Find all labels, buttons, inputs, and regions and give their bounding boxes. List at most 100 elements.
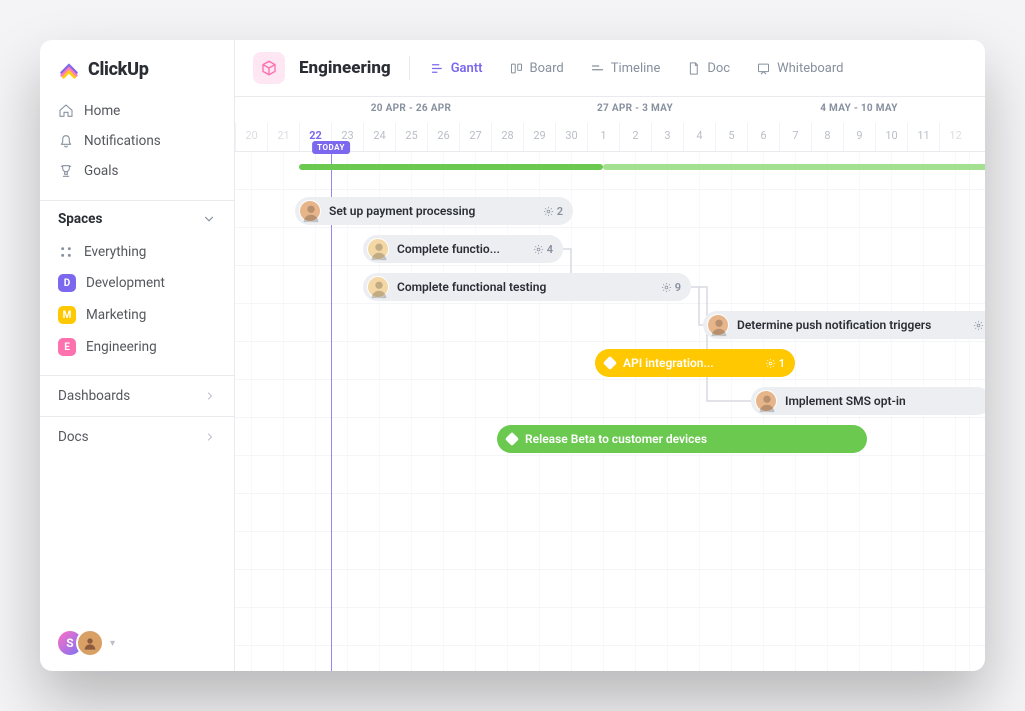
tab-timeline[interactable]: Timeline <box>588 57 663 80</box>
assignee-avatar <box>755 390 777 412</box>
day-cell[interactable]: 21 <box>267 123 299 151</box>
gantt-area[interactable]: Set up payment processing2 Complete funct… <box>235 152 985 671</box>
task-label: Complete functional testing <box>397 280 546 294</box>
week-row: 20 APR - 26 APR27 APR - 3 MAY4 MAY - 10 … <box>235 97 985 123</box>
day-cell[interactable]: 3 <box>651 123 683 151</box>
sidebar-item-notifications[interactable]: Notifications <box>48 126 226 156</box>
day-cell[interactable]: 12 <box>939 123 971 151</box>
task-label: Set up payment processing <box>329 204 475 218</box>
app-window: ClickUp Home Notifications Goals Spaces Ev… <box>40 40 985 671</box>
day-cell[interactable]: 5 <box>715 123 747 151</box>
timeline-icon <box>590 61 605 76</box>
day-cell[interactable]: 29 <box>523 123 555 151</box>
tab-label: Timeline <box>611 61 661 76</box>
day-cell[interactable]: 9 <box>843 123 875 151</box>
gantt-task[interactable]: Determine push notification triggers1 <box>703 311 985 339</box>
today-badge: TODAY <box>312 141 350 154</box>
spaces-header[interactable]: Spaces <box>40 200 234 235</box>
assignee-avatar <box>299 200 321 222</box>
gantt-task[interactable]: Complete functio... 4 <box>363 235 563 263</box>
tab-board[interactable]: Board <box>507 57 566 80</box>
progress-segment <box>603 164 985 170</box>
space-label: Development <box>86 275 165 291</box>
day-cell[interactable]: 27 <box>459 123 491 151</box>
task-subtask-count: 4 <box>525 243 553 256</box>
sidebar-footer: S ▾ <box>40 615 234 671</box>
space-badge: D <box>58 274 76 292</box>
day-cell[interactable]: 2 <box>619 123 651 151</box>
sidebar-item-marketing[interactable]: MMarketing <box>48 299 226 331</box>
trophy-icon <box>58 163 74 179</box>
everything-label: Everything <box>84 244 146 260</box>
main: Engineering GanttBoardTimelineDocWhitebo… <box>235 40 985 671</box>
task-label: Complete functio... <box>397 242 500 256</box>
home-icon <box>58 103 74 119</box>
gantt-task[interactable]: Implement SMS opt-in <box>751 387 985 415</box>
avatar[interactable] <box>76 629 104 657</box>
doc-icon <box>686 61 701 76</box>
tab-label: Doc <box>707 61 730 76</box>
day-cell[interactable]: 28 <box>491 123 523 151</box>
tab-doc[interactable]: Doc <box>684 57 732 80</box>
task-label: Release Beta to customer devices <box>525 432 707 446</box>
day-cell[interactable]: 7 <box>779 123 811 151</box>
day-cell[interactable]: 30 <box>555 123 587 151</box>
chevron-right-icon <box>204 431 216 443</box>
nav-list: Home Notifications Goals <box>40 94 234 200</box>
today-line <box>331 152 332 671</box>
logo-text: ClickUp <box>88 59 149 80</box>
sidebar-item-docs[interactable]: Docs <box>40 416 234 457</box>
day-row: 2021222324252627282930123456789101112TOD… <box>235 123 985 151</box>
gantt-task[interactable]: Complete functional testing 9 <box>363 273 691 301</box>
sidebar-item-home[interactable]: Home <box>48 96 226 126</box>
dashboards-label: Dashboards <box>58 388 130 404</box>
avatar-stack[interactable]: S <box>56 629 104 657</box>
gantt-task[interactable]: API integration... 1 <box>595 349 795 377</box>
day-cell[interactable]: 10 <box>875 123 907 151</box>
day-cell[interactable]: 4 <box>683 123 715 151</box>
topbar: Engineering GanttBoardTimelineDocWhitebo… <box>235 40 985 97</box>
chevron-right-icon <box>204 390 216 402</box>
caret-down-icon[interactable]: ▾ <box>110 638 115 649</box>
sidebar: ClickUp Home Notifications Goals Spaces Ev… <box>40 40 235 671</box>
day-cell[interactable]: 26 <box>427 123 459 151</box>
gantt-task[interactable]: Set up payment processing2 <box>295 197 573 225</box>
timeline-header: 20 APR - 26 APR27 APR - 3 MAY4 MAY - 10 … <box>235 97 985 152</box>
logo[interactable]: ClickUp <box>40 40 234 94</box>
space-badge: E <box>58 338 76 356</box>
tab-whiteboard[interactable]: Whiteboard <box>754 57 845 80</box>
workspace-chip[interactable] <box>253 52 285 84</box>
space-label: Marketing <box>86 307 146 323</box>
nav-label: Home <box>84 103 120 119</box>
sidebar-item-goals[interactable]: Goals <box>48 156 226 186</box>
task-subtask-count: 9 <box>653 281 681 294</box>
everything-icon <box>58 244 74 260</box>
sidebar-item-dashboards[interactable]: Dashboards <box>40 375 234 416</box>
day-cell[interactable]: 25 <box>395 123 427 151</box>
sidebar-item-development[interactable]: D Development <box>48 267 226 299</box>
day-cell[interactable]: 11 <box>907 123 939 151</box>
gantt-icon <box>430 61 445 76</box>
docs-label: Docs <box>58 429 89 445</box>
nav-label: Goals <box>84 163 119 179</box>
divider <box>409 56 410 80</box>
sidebar-item-engineering[interactable]: EEngineering <box>48 331 226 363</box>
tab-gantt[interactable]: Gantt <box>428 57 485 80</box>
day-cell[interactable]: 20 <box>235 123 267 151</box>
sidebar-item-everything[interactable]: Everything <box>48 237 226 267</box>
assignee-avatar <box>707 314 729 336</box>
gantt-task[interactable]: Release Beta to customer devices <box>497 425 867 453</box>
bell-icon <box>58 133 74 149</box>
day-cell[interactable]: 6 <box>747 123 779 151</box>
day-cell[interactable]: 1 <box>587 123 619 151</box>
day-cell[interactable]: 8 <box>811 123 843 151</box>
week-label: 20 APR - 26 APR <box>351 103 471 114</box>
task-label: API integration... <box>623 356 714 370</box>
task-subtask-count: 1 <box>757 357 785 370</box>
task-label: Determine push notification triggers <box>737 318 931 332</box>
assignee-avatar <box>367 276 389 298</box>
cube-icon <box>260 59 278 77</box>
milestone-icon <box>505 432 519 446</box>
tab-label: Gantt <box>451 61 483 76</box>
day-cell[interactable]: 24 <box>363 123 395 151</box>
